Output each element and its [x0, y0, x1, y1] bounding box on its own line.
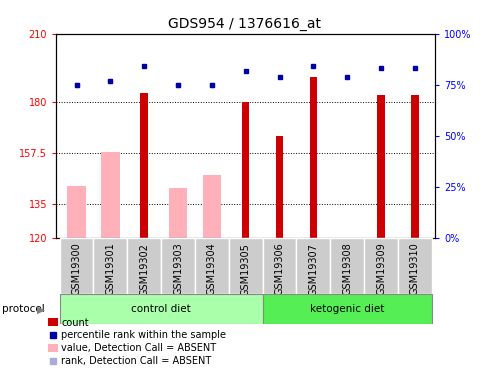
Text: control diet: control diet: [131, 304, 191, 314]
Bar: [262, 238, 296, 294]
Text: GSM19309: GSM19309: [375, 243, 386, 296]
Bar: [296, 238, 329, 294]
Bar: [60, 294, 262, 324]
Text: GSM19303: GSM19303: [173, 243, 183, 296]
Bar: [329, 238, 364, 294]
Bar: [202, 174, 221, 238]
Bar: [195, 238, 228, 294]
Bar: [140, 93, 148, 238]
Bar: [262, 294, 431, 324]
Text: GSM19300: GSM19300: [71, 243, 81, 296]
Bar: [377, 95, 384, 238]
Bar: [93, 238, 127, 294]
Text: GSM19310: GSM19310: [409, 243, 419, 296]
Bar: [397, 238, 431, 294]
Text: GSM19307: GSM19307: [308, 243, 318, 296]
Text: ▶: ▶: [37, 304, 45, 314]
Legend: count, percentile rank within the sample, value, Detection Call = ABSENT, rank, : count, percentile rank within the sample…: [44, 314, 230, 370]
Bar: [275, 136, 283, 238]
Bar: [364, 238, 397, 294]
Text: protocol: protocol: [2, 304, 45, 314]
Text: GSM19305: GSM19305: [240, 243, 250, 296]
Text: ketogenic diet: ketogenic diet: [309, 304, 384, 314]
Text: GSM19302: GSM19302: [139, 243, 149, 296]
Bar: [60, 238, 93, 294]
Bar: [67, 186, 86, 238]
Text: GSM19308: GSM19308: [342, 243, 351, 296]
Text: GSM19304: GSM19304: [206, 243, 217, 296]
Text: GSM19306: GSM19306: [274, 243, 284, 296]
Text: GSM19301: GSM19301: [105, 243, 115, 296]
Bar: [127, 238, 161, 294]
Bar: [161, 238, 195, 294]
Bar: [242, 102, 249, 238]
Bar: [101, 152, 120, 238]
Text: GDS954 / 1376616_at: GDS954 / 1376616_at: [168, 17, 320, 31]
Bar: [410, 95, 418, 238]
Bar: [228, 238, 262, 294]
Bar: [309, 77, 317, 238]
Bar: [168, 188, 187, 238]
